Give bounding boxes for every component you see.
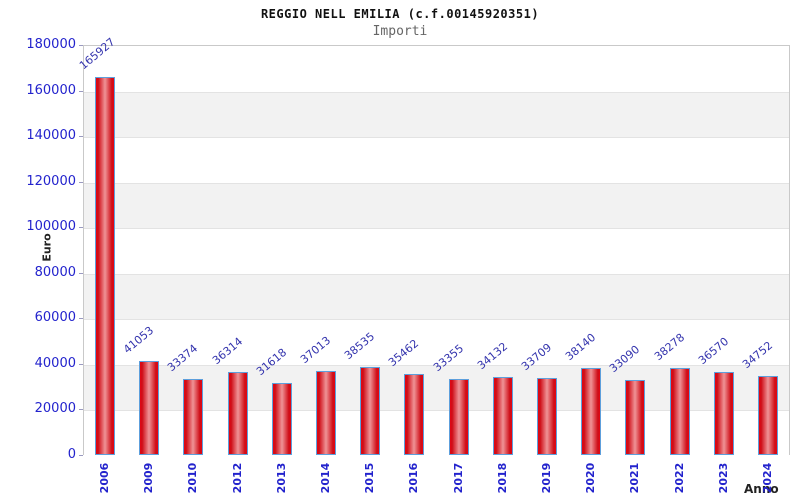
x-tick-label-2012: 2012 bbox=[230, 462, 244, 494]
gridline bbox=[84, 273, 789, 275]
y-tick-label: 160000 bbox=[26, 82, 76, 98]
bar-2024 bbox=[757, 375, 778, 455]
y-tick-label: 180000 bbox=[26, 37, 76, 52]
y-tick-label: 20000 bbox=[34, 401, 76, 417]
gridline bbox=[84, 364, 789, 366]
chart-subtitle: Importi bbox=[372, 24, 428, 39]
y-tick-mark bbox=[79, 455, 83, 456]
y-tick-label: 140000 bbox=[26, 128, 76, 144]
bar-2021 bbox=[625, 379, 646, 455]
bar-2016 bbox=[404, 374, 425, 455]
x-tick-label-2013: 2013 bbox=[274, 462, 288, 494]
x-tick-label-2014: 2014 bbox=[319, 462, 333, 494]
plot-band bbox=[84, 137, 789, 183]
bar-2013 bbox=[271, 382, 292, 455]
bar-2020 bbox=[581, 368, 602, 455]
gridline bbox=[84, 228, 789, 230]
x-tick-label-2006: 2006 bbox=[98, 462, 112, 494]
y-tick-mark bbox=[79, 181, 83, 183]
y-tick-mark bbox=[79, 45, 83, 46]
x-tick-label-2009: 2009 bbox=[142, 462, 156, 494]
x-tick-label-2016: 2016 bbox=[407, 462, 421, 494]
bar-2023 bbox=[713, 371, 734, 455]
y-tick-label: 120000 bbox=[26, 173, 76, 189]
y-tick-mark bbox=[79, 409, 83, 411]
x-axis-title: Anno bbox=[744, 482, 779, 496]
gridline bbox=[84, 182, 789, 184]
x-tick-label-2015: 2015 bbox=[363, 462, 377, 494]
bar-2015 bbox=[360, 367, 381, 455]
x-tick-label-2023: 2023 bbox=[716, 462, 730, 494]
plot-band bbox=[84, 273, 789, 320]
x-tick-label-2022: 2022 bbox=[672, 462, 686, 494]
gridline bbox=[84, 319, 789, 321]
bar-2010 bbox=[183, 378, 204, 455]
gridline bbox=[84, 91, 789, 93]
bar-2018 bbox=[492, 377, 513, 455]
y-axis-title: Euro bbox=[40, 233, 54, 262]
y-tick-label: 40000 bbox=[34, 355, 76, 371]
x-tick-label-2019: 2019 bbox=[539, 462, 553, 494]
plot-band bbox=[84, 91, 789, 138]
plot-band bbox=[84, 46, 789, 92]
y-tick-mark bbox=[79, 136, 83, 138]
bar-2022 bbox=[669, 367, 690, 455]
bar-2014 bbox=[316, 370, 337, 455]
chart-title: REGGIO NELL EMILIA (c.f.00145920351) bbox=[260, 7, 540, 21]
x-tick-label-2024: 2024 bbox=[760, 462, 774, 494]
y-tick-mark bbox=[79, 227, 83, 229]
x-tick-label-2010: 2010 bbox=[186, 462, 200, 494]
x-tick-label-2017: 2017 bbox=[451, 462, 465, 494]
bar-2012 bbox=[227, 372, 248, 455]
y-tick-mark bbox=[79, 363, 83, 365]
y-tick-label: 100000 bbox=[26, 219, 76, 235]
plot-area bbox=[83, 45, 790, 456]
y-tick-mark bbox=[79, 318, 83, 320]
y-tick-label: 0 bbox=[67, 447, 76, 462]
gridline bbox=[84, 137, 789, 139]
plot-band bbox=[84, 182, 789, 229]
plot-band bbox=[84, 228, 789, 274]
y-tick-mark bbox=[79, 90, 83, 92]
bar-2009 bbox=[139, 361, 160, 455]
bar-2017 bbox=[448, 379, 469, 455]
x-tick-label-2020: 2020 bbox=[584, 462, 598, 494]
x-tick-label-2018: 2018 bbox=[495, 462, 509, 494]
gridline bbox=[84, 410, 789, 412]
bar-2006 bbox=[95, 77, 116, 455]
y-tick-label: 60000 bbox=[34, 310, 76, 326]
plot-band bbox=[84, 319, 789, 365]
bar-2019 bbox=[536, 378, 557, 455]
y-tick-label: 80000 bbox=[34, 264, 76, 280]
x-tick-label-2021: 2021 bbox=[628, 462, 642, 494]
y-tick-mark bbox=[79, 272, 83, 274]
